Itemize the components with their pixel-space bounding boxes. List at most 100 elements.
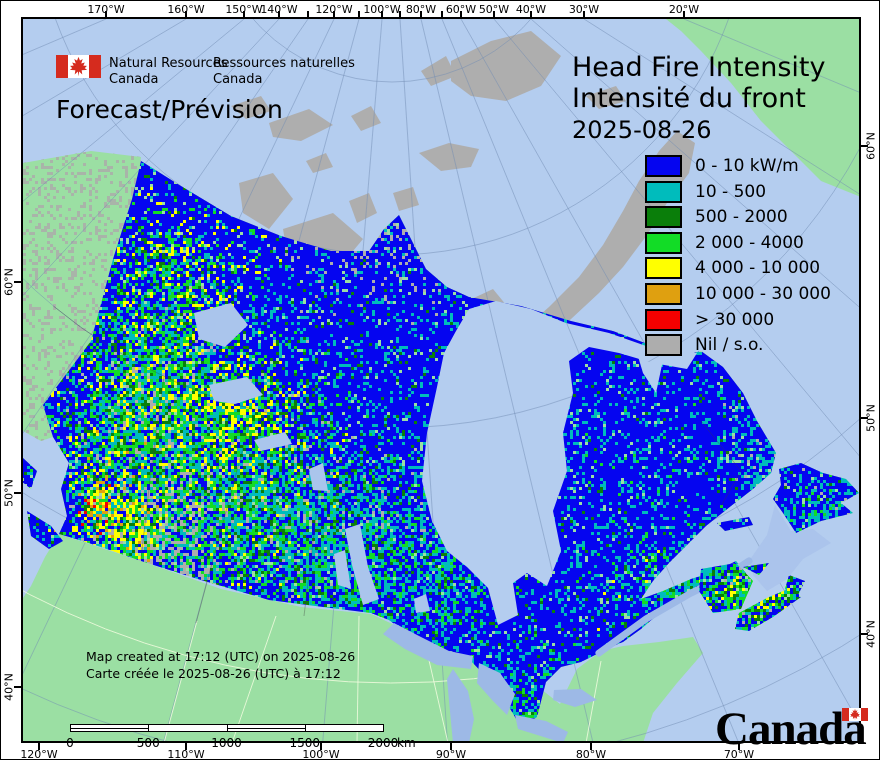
- nrcan-logo: [56, 55, 101, 78]
- flag-bar-right: [861, 708, 868, 721]
- scale-bar-unit: km: [397, 736, 416, 750]
- flag-bar-left: [56, 55, 68, 78]
- graticule-tick: [14, 492, 21, 494]
- graticule-label: 100°W: [302, 748, 340, 760]
- graticule-label: 120°W: [315, 3, 353, 16]
- graticule-tick: [381, 11, 383, 18]
- canada-flag-icon: [56, 55, 101, 78]
- graticule-tick: [14, 686, 21, 688]
- flag-bar-right: [89, 55, 101, 78]
- scale-bar-segment: [148, 724, 228, 732]
- maple-leaf-icon: [69, 56, 88, 77]
- graticule-label: 150°W: [225, 3, 263, 16]
- scale-bar-label: 0: [66, 736, 74, 750]
- graticule-tick: [530, 11, 532, 18]
- graticule-label: 100°W: [363, 3, 401, 16]
- graticule-label: 40°N: [2, 673, 16, 701]
- title-fr: Intensité du front: [572, 83, 806, 114]
- graticule-tick: [420, 11, 422, 18]
- legend-label: 10 000 - 30 000: [695, 284, 831, 304]
- dept-en-line1: Natural Resources: [109, 56, 228, 71]
- scale-bar-label: 2000: [367, 736, 399, 750]
- forecast-label: Forecast/Prévision: [56, 95, 283, 124]
- graticule-tick: [583, 11, 585, 18]
- graticule-label: 40°N: [864, 620, 878, 648]
- flag-bar-left: [842, 708, 849, 721]
- graticule-label: 70°W: [723, 748, 755, 760]
- scale-bar-label: 500: [136, 736, 160, 750]
- legend-label: 2 000 - 4000: [695, 232, 804, 253]
- graticule-tick: [683, 11, 685, 18]
- map-title: Head Fire Intensity Intensité du front 2…: [572, 52, 825, 144]
- graticule-tick: [185, 11, 187, 18]
- graticule-label: 60°N: [864, 132, 878, 160]
- graticule-tick: [243, 11, 245, 18]
- legend-swatch: [645, 180, 682, 203]
- graticule-tick: [861, 417, 868, 419]
- graticule-tick: [450, 743, 452, 750]
- title-en: Head Fire Intensity: [572, 52, 826, 83]
- graticule-tick: [861, 633, 868, 635]
- scale-bar-segment: [304, 724, 384, 732]
- graticule-label: 110°W: [167, 748, 205, 760]
- legend-swatch: [645, 206, 682, 229]
- dept-fr-line1: Ressources naturelles: [213, 56, 355, 71]
- legend-label: Nil / s.o.: [695, 335, 764, 356]
- graticule-tick: [358, 11, 360, 18]
- graticule-tick: [861, 145, 868, 147]
- legend-swatch: [645, 231, 682, 254]
- legend-swatch: [645, 155, 682, 177]
- graticule-label: 90°W: [435, 748, 467, 760]
- graticule-label: 20°W: [668, 3, 700, 16]
- legend-swatch: [645, 334, 682, 357]
- scale-bar-segment: [226, 724, 306, 732]
- creation-timestamps: Map created at 17:12 (UTC) on 2025-08-26…: [86, 648, 355, 682]
- scale-bar-segment: [70, 724, 150, 732]
- graticule-tick: [399, 11, 401, 18]
- legend-label: 10 - 500: [695, 181, 767, 202]
- graticule-label: 50°N: [2, 479, 16, 507]
- dept-en-line2: Canada: [109, 72, 159, 87]
- graticule-tick: [441, 11, 443, 18]
- legend-label: > 30 000: [695, 309, 775, 330]
- graticule-tick: [105, 11, 107, 18]
- graticule-label: 50°W: [478, 3, 510, 16]
- canada-fire-intensity-map: [23, 19, 859, 741]
- title-date: 2025-08-26: [572, 116, 712, 144]
- graticule-label: 160°W: [167, 3, 205, 16]
- legend-swatch: [645, 257, 682, 280]
- canada-wordmark: Canada: [715, 703, 867, 755]
- wordmark-flag-icon: [842, 708, 868, 721]
- legend-label: 4 000 - 10 000: [695, 258, 821, 279]
- legend-swatch: [645, 283, 682, 305]
- graticule-tick: [185, 743, 187, 750]
- graticule-tick: [333, 11, 335, 18]
- created-en: Map created at 17:12 (UTC) on 2025-08-26: [86, 649, 356, 664]
- dept-name-en: Natural Resources Canada: [109, 56, 227, 88]
- created-fr: Carte créée le 2025-08-26 (UTC) à 17:12: [86, 666, 341, 681]
- map-frame: Natural Resources Canada Ressources natu…: [21, 17, 868, 755]
- legend-label: 500 - 2000: [695, 207, 788, 228]
- graticule-label: 50°N: [864, 404, 878, 432]
- dept-fr-line2: Canada: [213, 72, 263, 87]
- maple-leaf-icon: [850, 708, 860, 721]
- graticule-label: 30°W: [568, 3, 600, 16]
- graticule-tick: [320, 743, 322, 750]
- graticule-tick: [460, 11, 462, 18]
- scale-bar-label: 1500: [289, 736, 321, 750]
- graticule-label: 170°W: [87, 3, 125, 16]
- graticule-tick: [38, 743, 40, 750]
- scale-bar: 0 500 1000 1500 2000 km: [66, 724, 416, 750]
- graticule-label: 40°W: [515, 3, 547, 16]
- legend-label: 0 - 10 kW/m: [695, 156, 799, 176]
- graticule-label: 80°W: [405, 3, 437, 16]
- graticule-tick: [738, 743, 740, 750]
- graticule-label: 140°W: [260, 3, 298, 16]
- graticule-label: 120°W: [20, 748, 58, 760]
- graticule-label: 60°W: [445, 3, 477, 16]
- legend-swatch: [645, 308, 682, 331]
- graticule-label: 60°N: [2, 268, 16, 296]
- graticule-tick: [307, 11, 309, 18]
- graticule-label: 80°W: [575, 748, 607, 760]
